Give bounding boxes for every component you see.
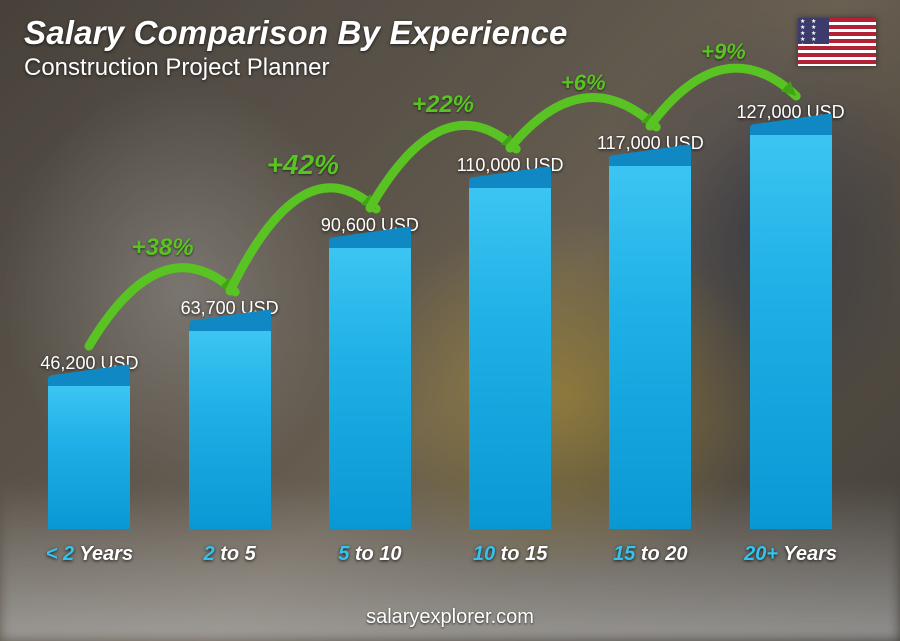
- salary-bar-chart: +38%+42%+22%+6%+9% 46,200 USD63,700 USD9…: [30, 110, 850, 571]
- footer-brand: salaryexplorer.com: [0, 606, 900, 629]
- category-row: < 2 Years 2 to 5 5 to 10 10 to 15 15 to 20 20…: [30, 537, 850, 571]
- page-title: Salary Comparison By Experience: [24, 14, 568, 52]
- category-label: 5 to 10: [310, 543, 429, 566]
- infographic-stage: Salary Comparison By Experience Construc…: [0, 0, 900, 641]
- category-label: 15 to 20: [591, 543, 710, 566]
- category-label: < 2 Years: [30, 543, 149, 566]
- category-label: 10 to 15: [451, 543, 570, 566]
- category-label: 20+ Years: [731, 543, 850, 566]
- bar: [189, 331, 271, 529]
- bar: [750, 135, 832, 529]
- bar: [48, 386, 130, 529]
- category-label: 2 to 5: [170, 543, 289, 566]
- bar-column: 127,000 USD: [731, 102, 850, 529]
- flag-icon: ★ ★ ★ ★★ ★ ★ ★★ ★ ★ ★★ ★ ★ ★: [798, 18, 876, 66]
- bar-column: 117,000 USD: [591, 133, 710, 529]
- bars-row: 46,200 USD63,700 USD90,600 USD110,000 US…: [30, 110, 850, 529]
- title-block: Salary Comparison By Experience Construc…: [24, 14, 568, 82]
- page-subtitle: Construction Project Planner: [24, 54, 568, 82]
- bar: [609, 166, 691, 529]
- bar-column: 90,600 USD: [310, 215, 429, 529]
- bar-column: 46,200 USD: [30, 353, 149, 529]
- bar: [469, 188, 551, 529]
- bar-column: 63,700 USD: [170, 298, 289, 529]
- bar-column: 110,000 USD: [451, 155, 570, 529]
- bar: [329, 248, 411, 529]
